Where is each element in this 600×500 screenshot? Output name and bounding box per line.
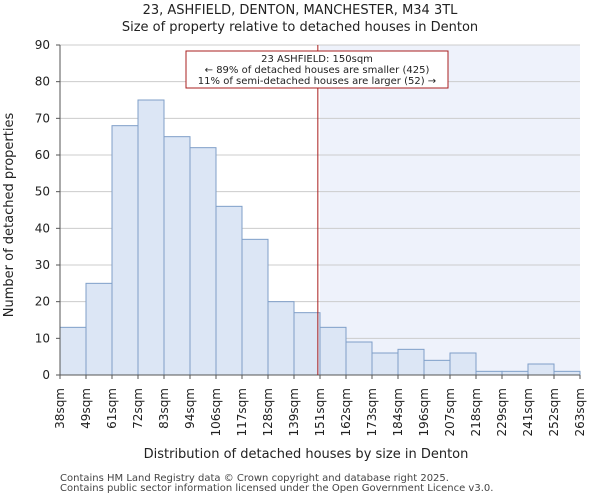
y-axis-label: Number of detached properties bbox=[2, 113, 17, 318]
histogram-bar bbox=[501, 370, 529, 376]
histogram-bar bbox=[241, 238, 269, 376]
x-tick-label: 49sqm bbox=[79, 388, 93, 429]
histogram-bar bbox=[345, 341, 373, 376]
x-tick-label: 139sqm bbox=[287, 388, 301, 436]
histogram-bar bbox=[527, 363, 555, 376]
footer-copyright: Contains HM Land Registry data © Crown c… bbox=[60, 473, 449, 484]
x-tick-label: 162sqm bbox=[339, 388, 353, 436]
chart-subtitle: Size of property relative to detached ho… bbox=[122, 20, 478, 35]
y-tick-label: 20 bbox=[35, 295, 50, 309]
footer-licence: Contains public sector information licen… bbox=[60, 483, 494, 494]
x-tick-label: 61sqm bbox=[105, 388, 119, 429]
annotation-line-3: 11% of semi-detached houses are larger (… bbox=[198, 76, 436, 87]
chart-title: 23, ASHFIELD, DENTON, MANCHESTER, M34 3T… bbox=[143, 3, 459, 18]
annotation-box bbox=[185, 50, 449, 89]
x-tick-label: 196sqm bbox=[417, 388, 431, 436]
histogram-bar bbox=[475, 370, 503, 376]
histogram-bar bbox=[293, 312, 321, 376]
y-tick-label: 40 bbox=[35, 221, 50, 235]
y-tick-label: 90 bbox=[35, 38, 50, 52]
histogram-bar bbox=[137, 99, 165, 376]
x-tick-label: 106sqm bbox=[209, 388, 223, 436]
annotation-line-2: ← 89% of detached houses are smaller (42… bbox=[205, 65, 430, 76]
marker-annotation: 23 ASHFIELD: 150sqm ← 89% of detached ho… bbox=[185, 50, 449, 89]
x-tick-label: 128sqm bbox=[261, 388, 275, 436]
y-tick-label: 50 bbox=[35, 185, 50, 199]
x-tick-label: 38sqm bbox=[53, 388, 67, 429]
x-tick-label: 184sqm bbox=[391, 388, 405, 436]
histogram-bar bbox=[319, 326, 347, 376]
x-tick-label: 263sqm bbox=[573, 388, 587, 436]
y-tick-label: 30 bbox=[35, 258, 50, 272]
x-tick-label: 207sqm bbox=[443, 388, 457, 436]
x-tick-label: 229sqm bbox=[495, 388, 509, 436]
histogram-bar bbox=[59, 326, 87, 376]
x-tick-label: 72sqm bbox=[131, 388, 145, 429]
histogram-bar bbox=[371, 352, 399, 376]
y-tick-label: 60 bbox=[35, 148, 50, 162]
histogram-bar bbox=[189, 147, 217, 376]
y-tick-label: 0 bbox=[42, 368, 50, 382]
histogram-bar bbox=[267, 301, 295, 376]
x-tick-label: 83sqm bbox=[157, 388, 171, 429]
histogram-bar bbox=[553, 370, 581, 376]
x-axis-label: Distribution of detached houses by size … bbox=[144, 447, 469, 462]
x-tick-label: 218sqm bbox=[469, 388, 483, 436]
x-tick-label: 94sqm bbox=[183, 388, 197, 429]
highlight-region bbox=[320, 45, 580, 375]
histogram-bar bbox=[449, 352, 477, 376]
x-tick-label: 173sqm bbox=[365, 388, 379, 436]
histogram-bar bbox=[85, 282, 113, 376]
histogram-bar bbox=[111, 125, 139, 376]
annotation-line-1: 23 ASHFIELD: 150sqm bbox=[261, 54, 373, 65]
y-tick-label: 70 bbox=[35, 111, 50, 125]
histogram-bar bbox=[423, 359, 451, 376]
x-tick-label: 151sqm bbox=[313, 388, 327, 436]
y-tick-label: 10 bbox=[35, 331, 50, 345]
y-tick-label: 80 bbox=[35, 75, 50, 89]
histogram-bar bbox=[215, 205, 243, 376]
x-tick-label: 117sqm bbox=[235, 388, 249, 436]
histogram-bar bbox=[163, 136, 191, 376]
histogram-bar bbox=[397, 348, 425, 376]
x-tick-label: 241sqm bbox=[521, 388, 535, 436]
x-tick-label: 252sqm bbox=[547, 388, 561, 436]
